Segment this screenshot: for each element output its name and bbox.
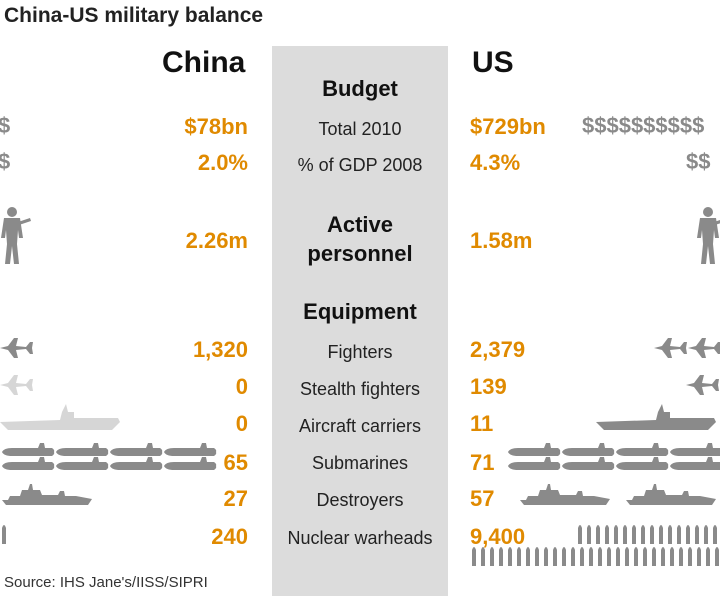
us-submarine-icons <box>508 443 720 470</box>
us-soldier-icon <box>697 207 720 264</box>
warhead-icon <box>706 547 710 566</box>
warhead-icon <box>614 525 618 544</box>
warhead-icon <box>659 525 663 544</box>
china-soldier-icon <box>1 207 31 264</box>
china-total-budget: $78bn <box>184 114 248 139</box>
row-label-gdp-share: % of GDP 2008 <box>297 155 423 175</box>
warhead-icon <box>688 547 692 566</box>
warhead-icon <box>508 547 512 566</box>
warhead-icon <box>596 525 600 544</box>
warhead-icon <box>571 547 575 566</box>
us-budget-dollar-icons: $$$$$$$$$$ <box>582 113 704 138</box>
row-label-submarines: Submarines <box>311 453 409 473</box>
warhead-icon <box>625 547 629 566</box>
warhead-icon <box>587 525 591 544</box>
warhead-icon <box>679 547 683 566</box>
china-submarine-icons <box>2 443 217 470</box>
warhead-icon <box>643 547 647 566</box>
source-note: Source: IHS Jane's/IISS/SIPRI <box>4 574 208 591</box>
section-budget: Budget <box>322 76 398 101</box>
china-fighter-icon <box>0 338 33 358</box>
warhead-icon <box>668 525 672 544</box>
warhead-icon <box>661 547 665 566</box>
row-label-nuclear-warheads: Nuclear warheads <box>287 528 433 548</box>
us-carrier-icon <box>596 404 716 430</box>
warhead-icon <box>652 547 656 566</box>
china-nuclear-warheads: 240 <box>211 524 248 549</box>
warhead-icon <box>632 525 636 544</box>
china-destroyer-icon <box>2 484 92 505</box>
china-warhead-icon <box>2 525 6 544</box>
us-destroyers: 57 <box>470 486 495 511</box>
warhead-icon <box>499 547 503 566</box>
china-stealth-fighters: 0 <box>235 374 248 399</box>
us-aircraft-carriers: 11 <box>470 411 494 436</box>
us-stealth-fighters: 139 <box>470 374 507 399</box>
china-column-header: China <box>162 46 246 79</box>
row-label-fighters: Fighters <box>327 342 393 362</box>
row-label-total-budget: Total 2010 <box>318 119 402 139</box>
warhead-icon <box>616 547 620 566</box>
warhead-icon <box>605 525 609 544</box>
warhead-icon <box>517 547 521 566</box>
us-gdp-share: 4.3% <box>470 150 521 175</box>
china-gdp-dollar-icon: $ <box>0 149 10 174</box>
us-personnel: 1.58m <box>470 228 533 253</box>
china-stealth-fighter-icon-faded <box>0 375 33 395</box>
china-personnel: 2.26m <box>185 228 248 253</box>
warhead-icon <box>697 547 701 566</box>
us-stealth-fighter-icon <box>686 375 719 395</box>
warhead-icon <box>623 525 627 544</box>
section-equipment: Equipment <box>303 299 417 324</box>
warhead-icon <box>535 547 539 566</box>
warhead-icon <box>490 547 494 566</box>
us-gdp-dollar-icons: $$ <box>686 149 710 174</box>
us-total-budget: $729bn <box>470 114 546 139</box>
china-budget-dollar-icon: $ <box>0 113 10 138</box>
chart-title: China-US military balance <box>4 4 264 27</box>
us-fighters: 2,379 <box>470 337 526 362</box>
warhead-icon <box>598 547 602 566</box>
warhead-icon <box>578 525 582 544</box>
warhead-icon <box>589 547 593 566</box>
warhead-icon <box>704 525 708 544</box>
us-column-header: US <box>472 46 514 79</box>
china-carrier-icon-faded <box>0 404 120 430</box>
warhead-icon <box>562 547 566 566</box>
row-label-stealth-fighters: Stealth fighters <box>299 379 421 399</box>
warhead-icon <box>713 525 717 544</box>
middle-label-band <box>272 46 448 596</box>
china-gdp-share: 2.0% <box>197 150 248 175</box>
china-submarines: 65 <box>223 450 248 475</box>
warhead-icon <box>553 547 557 566</box>
warhead-icon <box>481 547 485 566</box>
us-submarines: 71 <box>470 450 495 475</box>
warhead-icon <box>677 525 681 544</box>
warhead-icon <box>544 547 548 566</box>
warhead-icon <box>641 525 645 544</box>
us-destroyer-icons <box>520 484 716 505</box>
warhead-icon <box>695 525 699 544</box>
warhead-icon <box>526 547 530 566</box>
warhead-icon <box>634 547 638 566</box>
warhead-icon <box>686 525 690 544</box>
warhead-icon <box>670 547 674 566</box>
us-warhead-icons <box>472 525 719 566</box>
warhead-icon <box>607 547 611 566</box>
warhead-icon <box>650 525 654 544</box>
section-personnel-line1: Active <box>326 212 394 237</box>
row-label-destroyers: Destroyers <box>316 490 404 510</box>
china-destroyers: 27 <box>223 486 248 511</box>
china-aircraft-carriers: 0 <box>235 411 248 436</box>
us-fighter-icons <box>654 338 720 358</box>
row-label-aircraft-carriers: Aircraft carriers <box>298 416 421 436</box>
us-nuclear-warheads: 9,400 <box>470 524 526 549</box>
warhead-icon <box>472 547 476 566</box>
warhead-icon <box>715 547 719 566</box>
section-personnel-line2: personnel <box>307 241 413 266</box>
warhead-icon <box>580 547 584 566</box>
china-fighters: 1,320 <box>192 337 248 362</box>
